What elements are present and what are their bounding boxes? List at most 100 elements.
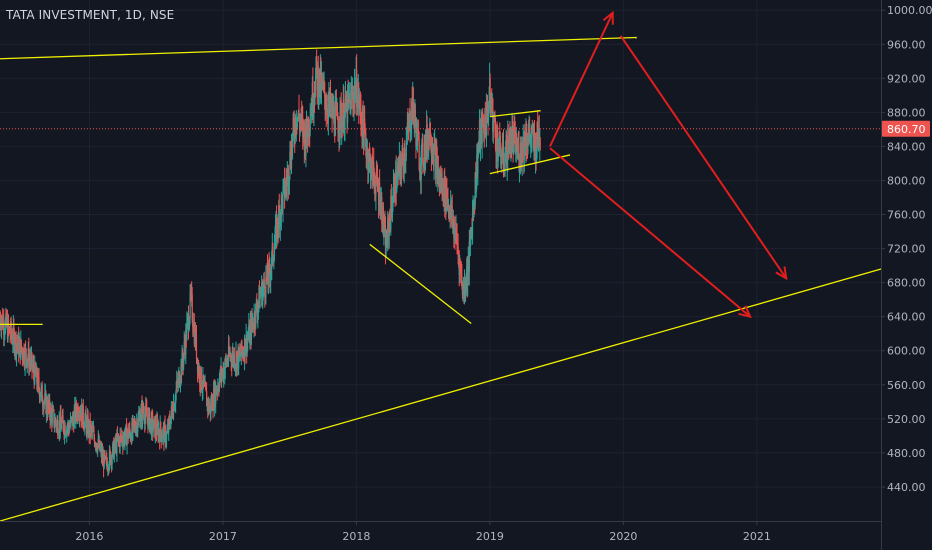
candle-body (30, 356, 32, 365)
candle-body (526, 144, 528, 148)
trendline (489, 154, 571, 175)
candle-body (183, 342, 185, 354)
candle-body (249, 327, 251, 343)
candle-body (156, 420, 158, 435)
candle-body (109, 449, 111, 452)
candle-body (375, 182, 377, 197)
x-tick-label: 2021 (743, 530, 771, 543)
candle-body (527, 135, 529, 146)
candle-body (122, 439, 124, 447)
y-tick-label: 840.00 (887, 140, 926, 153)
candle-body (270, 273, 272, 282)
candle-body (13, 325, 15, 333)
candle-body (383, 223, 386, 232)
candle-body (514, 128, 516, 153)
candle-body (279, 212, 281, 228)
candle-body (216, 390, 218, 394)
candle-body (387, 220, 389, 222)
candle-body (113, 447, 115, 459)
candle-body (340, 105, 342, 130)
candle-body (470, 234, 472, 236)
candle-body (472, 207, 474, 213)
candle-body (431, 151, 434, 156)
candle-body (459, 260, 461, 275)
candle-body (379, 209, 381, 212)
candle-body (224, 358, 226, 369)
candle-body (227, 361, 229, 364)
candle-body (306, 116, 308, 132)
candle-body (181, 352, 183, 375)
candle-body (517, 146, 519, 155)
candle-body (288, 175, 290, 183)
candle-body (62, 415, 64, 422)
candle-body (188, 326, 190, 331)
candle-body (263, 279, 265, 287)
candle-body (393, 176, 396, 199)
candle-body (278, 205, 280, 230)
candle-body (468, 241, 470, 273)
candle-body (83, 423, 85, 427)
candle-body (343, 99, 345, 133)
candle-body (72, 415, 74, 427)
candle-body (392, 183, 395, 201)
candle-body (274, 239, 276, 248)
candle-body (376, 174, 379, 187)
candle-body (160, 432, 162, 441)
candle-body (343, 128, 345, 133)
candle-body (257, 302, 260, 309)
y-tick-label: 720.00 (887, 243, 926, 256)
candle-body (329, 92, 332, 110)
candle-body (257, 308, 259, 317)
y-tick-label: 600.00 (887, 345, 926, 358)
candle-body (303, 121, 305, 132)
candle-body (282, 187, 284, 211)
arrow-shaft (619, 35, 788, 279)
candle-body (266, 265, 269, 282)
candle-body (502, 141, 505, 166)
candle-body (229, 352, 231, 357)
candle-body (90, 426, 92, 429)
candle-body (460, 264, 462, 274)
candle-body (507, 136, 509, 151)
candle-body (234, 364, 237, 367)
candle-body (489, 78, 491, 109)
candle-body (255, 304, 257, 327)
candle-body (418, 133, 420, 140)
candle-body (511, 128, 514, 134)
candle-body (513, 128, 515, 132)
candle-body (11, 334, 13, 337)
candle-body (170, 417, 172, 428)
candle-body (165, 440, 167, 443)
candle-body (495, 133, 498, 155)
candle-body (417, 130, 419, 134)
candle-body (274, 223, 277, 240)
y-tick-label: 880.00 (887, 106, 926, 119)
candle-body (36, 368, 38, 384)
candle-body (368, 152, 370, 165)
candles (0, 49, 541, 478)
candle-body (244, 338, 246, 356)
candle-body (406, 122, 408, 135)
candle-body (247, 336, 249, 339)
trendline (489, 110, 541, 118)
candle-body (46, 399, 48, 411)
candle-body (392, 200, 394, 207)
candle-body (413, 116, 415, 124)
candle-body (106, 463, 108, 471)
candle-body (269, 264, 271, 276)
candle-body (499, 131, 501, 136)
candle-body (488, 99, 490, 109)
candle-body (13, 332, 16, 353)
candle-body (479, 125, 482, 146)
candle-body (173, 406, 176, 411)
candle-body (72, 415, 74, 419)
candle-body (0, 316, 2, 325)
candle-body (250, 317, 253, 340)
candle-body (381, 197, 383, 224)
candle-body (117, 436, 120, 439)
candle-body (482, 115, 484, 127)
x-tick-label: 2016 (75, 530, 103, 543)
candle-body (160, 422, 162, 433)
